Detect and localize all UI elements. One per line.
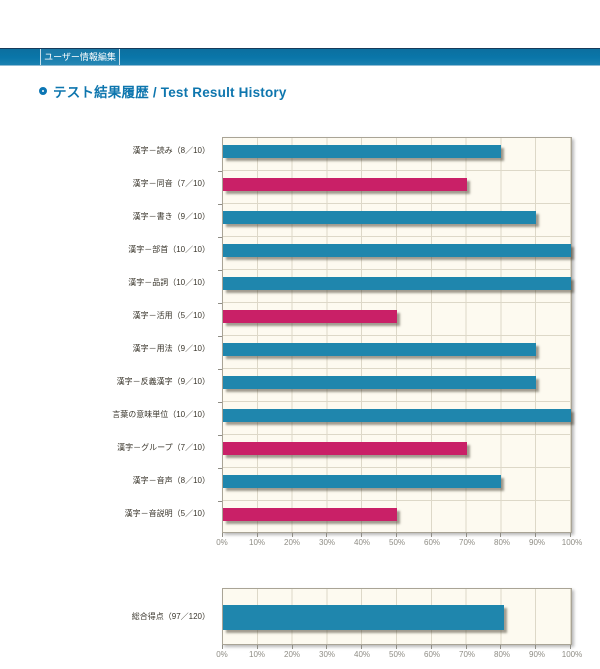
chart-bar (223, 409, 571, 422)
y-axis-tick (218, 335, 222, 337)
x-axis-tick (361, 533, 363, 537)
total-score-chart: 総合得点（97／120） 0% 10% 20% 30% 40% 50% 60% 70% 80% 9… (0, 588, 600, 659)
tab-user-info-edit[interactable]: ユーザー情報編集 (40, 49, 120, 65)
page-title: テスト結果履歴 / Test Result History (53, 85, 287, 100)
y-axis-tick (218, 434, 222, 436)
x-axis-label: 40% (353, 650, 371, 659)
x-axis-label: 80% (493, 538, 511, 547)
page-title-row: テスト結果履歴 / Test Result History (39, 81, 287, 101)
category-label: 総合得点（97／120） (131, 612, 210, 621)
x-axis-tick (291, 533, 293, 537)
x-axis-label: 90% (528, 538, 546, 547)
x-axis-label: 90% (528, 650, 546, 659)
plot-area (222, 588, 572, 649)
y-axis-tick (218, 401, 222, 403)
x-axis-label: 100% (561, 650, 583, 659)
chart-bar (223, 442, 467, 455)
x-axis-tick (535, 645, 537, 649)
test-result-chart: 漢字－読み（8／10） 漢字－同音（7／10） 漢字－書き（9／10） 漢字－部首（1… (0, 137, 600, 547)
y-axis-tick (218, 302, 222, 304)
x-axis-label: 10% (248, 538, 266, 547)
category-label: 漢字－同音（7／10） (132, 179, 210, 188)
x-axis-tick (465, 533, 467, 537)
x-axis-label: 30% (318, 538, 336, 547)
x-axis-label: 0% (216, 538, 228, 547)
category-label: 漢字－読み（8／10） (132, 146, 210, 155)
x-axis-tick (465, 645, 467, 649)
x-axis-tick (430, 533, 432, 537)
x-axis-label: 20% (283, 538, 301, 547)
category-label: 漢字－部首（10／10） (128, 245, 210, 254)
x-axis-tick (291, 645, 293, 649)
x-axis-tick (535, 533, 537, 537)
x-axis-label: 30% (318, 650, 336, 659)
x-axis-tick (500, 645, 502, 649)
x-axis-tick (570, 645, 571, 649)
x-axis-tick (570, 533, 571, 537)
chart-bar (223, 178, 467, 191)
x-axis-label: 50% (388, 650, 406, 659)
y-axis-tick (218, 203, 222, 205)
x-axis-label: 100% (561, 538, 583, 547)
x-axis-tick (430, 645, 432, 649)
x-axis-tick (396, 645, 397, 649)
x-axis-label: 50% (388, 538, 406, 547)
category-labels: 総合得点（97／120） (0, 588, 216, 645)
y-axis-tick (218, 269, 222, 271)
x-axis-label: 60% (423, 538, 441, 547)
category-label: 漢字－音声（8／10） (132, 476, 210, 485)
chart-bar (223, 277, 571, 290)
y-axis-tick (218, 500, 222, 502)
x-axis-label: 20% (283, 650, 301, 659)
navigation-bar: ユーザー情報編集 (0, 48, 600, 66)
x-axis-label: 70% (458, 538, 476, 547)
y-axis-tick (218, 368, 222, 370)
chart-bar (223, 475, 502, 488)
category-labels: 漢字－読み（8／10） 漢字－同音（7／10） 漢字－書き（9／10） 漢字－部首（1… (0, 137, 216, 533)
chart-bar (223, 145, 502, 158)
plot-area (218, 137, 572, 537)
x-axis-label: 40% (353, 538, 371, 547)
x-axis-tick (222, 533, 223, 537)
x-axis-label: 0% (216, 650, 228, 659)
x-axis-tick (256, 533, 258, 537)
category-label: 漢字－書き（9／10） (132, 212, 210, 221)
category-label: 漢字－用法（9／10） (132, 344, 210, 353)
category-label: 漢字－活用（5／10） (132, 311, 210, 320)
x-axis-tick (222, 645, 223, 649)
category-label: 漢字－品詞（10／10） (128, 278, 210, 287)
x-axis-tick (256, 645, 258, 649)
category-label: 漢字－音説明（5／10） (124, 509, 210, 518)
x-axis: 0% 10% 20% 30% 40% 50% 60% 70% 80% 90% 100% (216, 645, 582, 659)
chart-bar (223, 605, 505, 630)
category-label: 漢字－反義漢字（9／10） (116, 377, 210, 386)
chart-bar (223, 211, 537, 224)
chart-bar (223, 310, 397, 323)
x-axis-label: 70% (458, 650, 476, 659)
x-axis-label: 10% (248, 650, 266, 659)
y-axis-tick (218, 170, 222, 172)
chart-bar (223, 343, 537, 356)
x-axis-label: 80% (493, 650, 511, 659)
x-axis-label: 60% (423, 650, 441, 659)
x-axis: 0% 10% 20% 30% 40% 50% 60% 70% 80% 90% 100% (216, 533, 582, 547)
chart-bar (223, 244, 571, 257)
y-axis-tick (218, 236, 222, 238)
y-axis-tick (218, 467, 222, 469)
x-axis-tick (396, 533, 397, 537)
chart-bar (223, 508, 397, 521)
category-label: 漢字－グループ（7／10） (117, 443, 210, 452)
x-axis-tick (326, 533, 328, 537)
x-axis-tick (500, 533, 502, 537)
x-axis-tick (326, 645, 328, 649)
x-axis-tick (361, 645, 363, 649)
chart-bar (223, 376, 537, 389)
circle-icon (39, 87, 47, 95)
category-label: 言葉の意味単位（10／10） (112, 410, 210, 419)
